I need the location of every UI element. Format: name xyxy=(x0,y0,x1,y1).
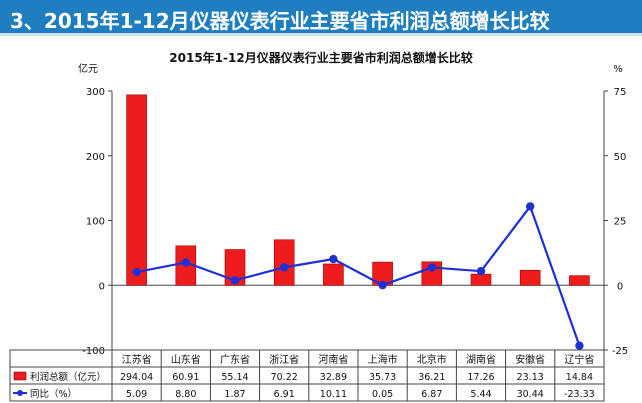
category-label: 上海市 xyxy=(368,353,398,366)
right-tick-label: 25 xyxy=(614,217,627,228)
yoy-point xyxy=(575,341,584,350)
yoy-value-label: 10.11 xyxy=(320,389,347,400)
category-label: 湖南省 xyxy=(466,353,496,366)
chart-title: 2015年1-12月仪器仪表行业主要省市利润总额增长比较 xyxy=(169,50,472,65)
profit-value-label: 70.22 xyxy=(271,372,298,383)
profit-bar xyxy=(323,263,344,286)
profit-value-label: 60.91 xyxy=(172,372,199,383)
yoy-value-label: 5.09 xyxy=(126,389,147,400)
yoy-value-label: 8.80 xyxy=(175,389,196,400)
legend-line-label: 同比（%） xyxy=(30,388,77,400)
yoy-point xyxy=(476,266,486,276)
yoy-point xyxy=(526,202,535,211)
profit-value-label: 36.21 xyxy=(418,372,445,383)
profit-value-label: 14.84 xyxy=(566,372,593,383)
yoy-point xyxy=(230,276,240,285)
yoy-value-label: 6.87 xyxy=(421,389,442,400)
yoy-point xyxy=(280,263,289,272)
yoy-point xyxy=(378,280,387,290)
profit-bar xyxy=(470,273,492,286)
data-table: 江苏省 山东省 广东省 浙江省 河南省 上海市 北京市 湖南省 安徽省 辽宁省 294.04 60.9… xyxy=(9,349,605,402)
yoy-point xyxy=(181,258,190,267)
profit-value-label: 32.89 xyxy=(320,372,347,383)
category-label: 安徽省 xyxy=(515,353,545,366)
profit-value-label: 294.04 xyxy=(120,372,153,383)
left-axis-unit: 亿元 xyxy=(78,62,98,75)
yoy-line xyxy=(136,204,581,347)
legend-bar-key xyxy=(13,371,27,381)
category-label: 北京市 xyxy=(417,353,447,366)
category-label: 广东省 xyxy=(220,353,250,366)
profit-bar xyxy=(519,269,541,286)
yoy-point xyxy=(329,254,338,264)
yoy-value-label: 5.44 xyxy=(470,389,491,400)
left-tick-label: 300 xyxy=(86,87,105,98)
yoy-value-label: 6.91 xyxy=(274,389,295,400)
legend-line-marker xyxy=(17,390,23,396)
right-tick-label: -25 xyxy=(612,346,628,357)
category-label: 辽宁省 xyxy=(564,353,594,366)
profit-bar xyxy=(224,249,246,286)
yoy-point xyxy=(132,267,141,277)
banner-title: 3、2015年1-12月仪器仪表行业主要省市利润总额增长比较 xyxy=(10,9,550,33)
yoy-value-label: 30.44 xyxy=(517,389,544,400)
left-tick-label: -100 xyxy=(82,346,105,357)
profit-bar xyxy=(126,94,147,286)
right-tick-label: 0 xyxy=(617,281,623,292)
category-label: 江苏省 xyxy=(122,353,152,366)
yoy-value-label: 0.05 xyxy=(372,389,393,400)
category-label: 河南省 xyxy=(318,353,348,366)
profit-value-label: 55.14 xyxy=(221,372,248,383)
profit-value-label: 35.73 xyxy=(369,372,396,383)
profit-bar xyxy=(569,275,590,286)
plot-area: -100 0 100 200 300 -25 0 25 50 75 xyxy=(82,87,628,357)
yoy-point xyxy=(427,263,436,272)
category-label: 浙江省 xyxy=(269,353,299,366)
left-tick-label: 100 xyxy=(86,217,105,228)
legend-bar-label: 利润总额（亿元） xyxy=(30,371,106,383)
profit-bar xyxy=(273,239,295,286)
profit-value-label: 23.13 xyxy=(517,372,544,383)
chart: 2015年1-12月仪器仪表行业主要省市利润总额增长比较 亿元 % -100 0 1… xyxy=(9,50,628,402)
right-axis-unit: % xyxy=(613,64,623,75)
left-tick-label: 200 xyxy=(86,152,105,163)
profit-value-label: 17.26 xyxy=(467,372,494,383)
right-tick-label: 50 xyxy=(614,152,627,163)
title-banner: 3、2015年1-12月仪器仪表行业主要省市利润总额增长比较 xyxy=(0,0,642,36)
category-label: 山东省 xyxy=(171,353,201,366)
left-tick-label: 0 xyxy=(99,281,105,292)
yoy-value-label: -23.33 xyxy=(564,389,595,400)
yoy-value-label: 1.87 xyxy=(224,389,245,400)
right-tick-label: 75 xyxy=(614,87,627,98)
